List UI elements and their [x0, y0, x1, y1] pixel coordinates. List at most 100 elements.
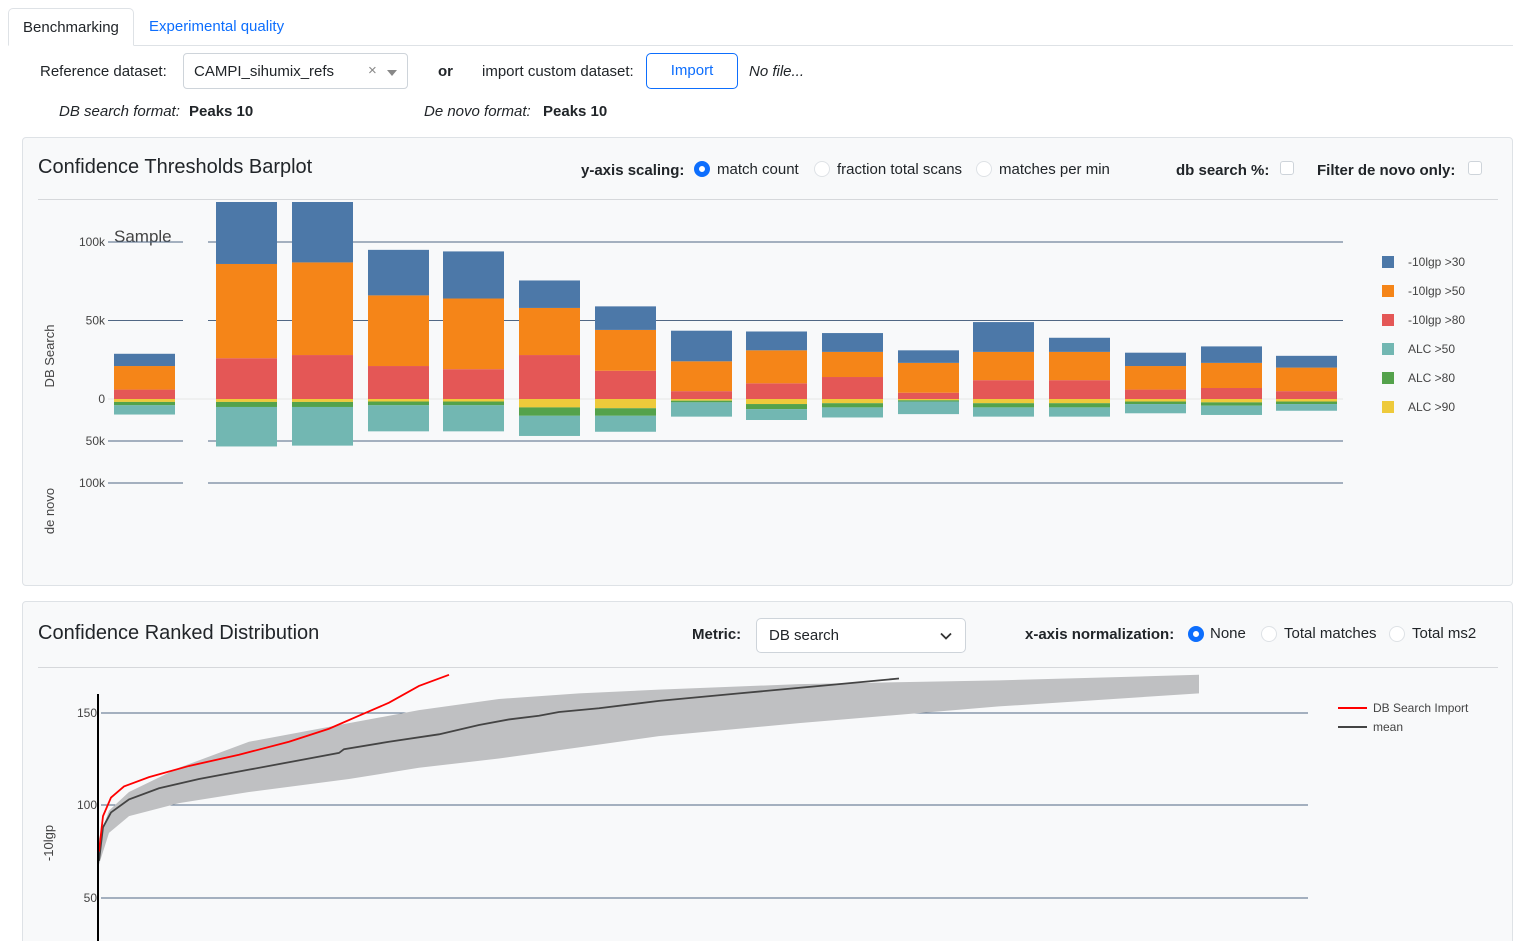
bar-segment-denovo — [1276, 399, 1337, 402]
bar-segment-denovo — [595, 399, 656, 409]
metric-dropdown-value: DB search — [769, 627, 840, 644]
file-status: No file... — [749, 63, 805, 80]
bar-segment-denovo — [292, 399, 353, 402]
bar-segment-db — [595, 306, 656, 330]
bar-segment-db — [1125, 389, 1186, 399]
divider — [38, 667, 1498, 668]
filter-denovo-checkbox[interactable] — [1468, 161, 1482, 175]
db-search-format-label: DB search format: — [59, 103, 180, 120]
bar-segment-db — [216, 202, 277, 264]
filter-denovo-label: Filter de novo only: — [1317, 162, 1456, 179]
tab-benchmarking[interactable]: Benchmarking — [8, 8, 134, 46]
legend-swatch — [1382, 314, 1394, 326]
radio-matches-per-min[interactable] — [976, 161, 992, 177]
bar-segment-db — [822, 351, 883, 378]
import-button[interactable]: Import — [646, 53, 738, 89]
bar-segment-db — [292, 202, 353, 263]
barplot-card: Confidence Thresholds Barplot y-axis sca… — [22, 137, 1513, 586]
bar-segment-db — [746, 331, 807, 351]
clear-icon[interactable]: × — [368, 62, 377, 79]
confidence-thresholds-barplot: Sample DB Search de novo 100k 50k 0 50k 100k… — [42, 202, 1465, 534]
legend-label: mean — [1373, 720, 1403, 734]
y-axis-label: -10lgp — [41, 825, 56, 861]
db-search-percent-checkbox[interactable] — [1280, 161, 1294, 175]
radio-fraction-total-scans[interactable] — [814, 161, 830, 177]
bar-segment-denovo — [746, 399, 807, 405]
bar-segment-db — [822, 377, 883, 399]
reference-dataset-select[interactable]: CAMPI_sihumix_refs × — [183, 53, 408, 89]
db-search-import-line — [98, 673, 450, 852]
bar-segment-db — [443, 251, 504, 299]
radio-match-count-label[interactable]: match count — [717, 161, 799, 178]
bar-segment-denovo — [1125, 404, 1186, 414]
metric-label: Metric: — [692, 626, 742, 643]
bar-segment-denovo — [1201, 405, 1262, 415]
legend-swatch — [1382, 256, 1394, 268]
radio-none[interactable] — [1188, 626, 1204, 642]
radio-match-count[interactable] — [694, 161, 710, 177]
bar-segment-denovo — [595, 415, 656, 432]
legend-swatch — [1382, 372, 1394, 384]
y-axis-scaling-label: y-axis scaling: — [581, 162, 685, 179]
confidence-band — [99, 674, 1199, 865]
metric-dropdown[interactable]: DB search — [756, 618, 966, 653]
radio-total-ms2-label[interactable]: Total ms2 — [1412, 625, 1477, 642]
bar-segment-denovo — [443, 405, 504, 432]
caret-down-icon[interactable] — [387, 70, 397, 76]
chevron-down-icon[interactable] — [939, 629, 953, 643]
radio-total-ms2[interactable] — [1389, 626, 1405, 642]
y-tick-label: 50k — [86, 434, 106, 448]
bar-segment-db — [292, 262, 353, 356]
bar-segment-denovo — [1049, 399, 1110, 404]
bar-segment-denovo — [1201, 402, 1262, 406]
bar-segment-denovo — [519, 407, 580, 416]
legend-label: ALC >50 — [1408, 342, 1455, 356]
legend-swatch — [1382, 401, 1394, 413]
x-axis-normalization-label: x-axis normalization: — [1025, 626, 1175, 643]
bar-segment-denovo — [519, 399, 580, 408]
radio-fraction-total-scans-label[interactable]: fraction total scans — [837, 161, 963, 178]
y-tick-label: 100 — [77, 798, 97, 812]
bar-segment-db — [292, 355, 353, 399]
bar-segment-denovo — [746, 404, 807, 410]
radio-none-label[interactable]: None — [1210, 625, 1246, 642]
bar-segment-db — [368, 366, 429, 399]
radio-total-matches-label[interactable]: Total matches — [1284, 625, 1377, 642]
bar-segment-db — [1276, 367, 1337, 392]
db-search-percent-label: db search %: — [1176, 162, 1270, 179]
bar-segment-denovo — [1201, 399, 1262, 403]
bar-segment-denovo — [368, 399, 429, 402]
bar-segment-db — [519, 307, 580, 356]
bar-segment-db — [443, 369, 504, 399]
y-tick-label: 100k — [79, 235, 106, 249]
bar-segment-denovo — [822, 407, 883, 418]
bar-segment-denovo — [443, 399, 504, 402]
y-tick-label: 100k — [79, 476, 106, 490]
bar-segment-db — [1125, 366, 1186, 390]
bar-segment-db — [898, 350, 959, 363]
bar-segment-db — [1049, 380, 1110, 399]
barplot-title: Confidence Thresholds Barplot — [38, 156, 313, 178]
confidence-ranked-distribution-plot: -10lgp 150 100 50 DB Search Import mean — [41, 673, 1469, 941]
bar-segment-denovo — [519, 415, 580, 436]
bar-segment-denovo — [216, 401, 277, 407]
bar-segment-denovo — [671, 402, 732, 417]
tab-experimental-quality[interactable]: Experimental quality — [149, 18, 285, 35]
bar-segment-denovo — [114, 405, 175, 415]
bar-segment-db — [822, 333, 883, 352]
legend-swatch — [1382, 343, 1394, 355]
distribution-card: Confidence Ranked Distribution Metric: D… — [22, 601, 1513, 941]
bar-segment-db — [746, 350, 807, 384]
bar-segment-db — [519, 280, 580, 308]
bar-segment-db — [114, 389, 175, 399]
bar-segment-denovo — [822, 399, 883, 404]
radio-total-matches[interactable] — [1261, 626, 1277, 642]
bar-segment-denovo — [1276, 404, 1337, 411]
distribution-title: Confidence Ranked Distribution — [38, 622, 320, 644]
bar-segment-db — [1201, 388, 1262, 399]
radio-matches-per-min-label[interactable]: matches per min — [999, 161, 1110, 178]
bar-segment-denovo — [1276, 401, 1337, 405]
y-tick-label: 150 — [77, 706, 97, 720]
mean-line — [98, 677, 900, 861]
y-tick-label: 50 — [84, 891, 98, 905]
